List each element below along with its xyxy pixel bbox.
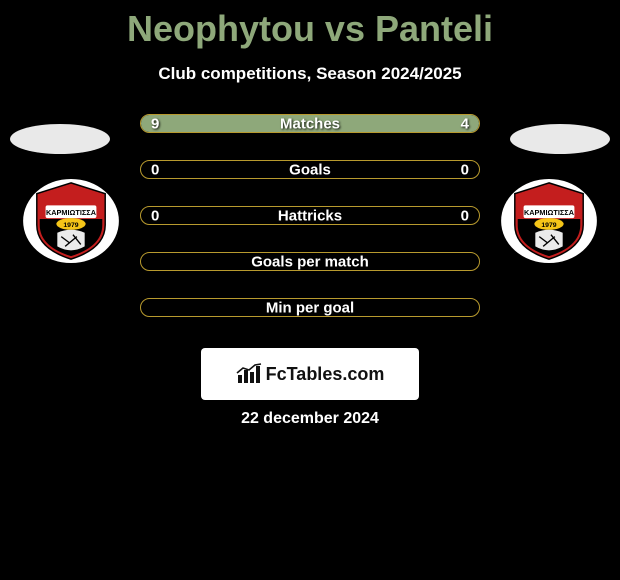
stat-value-right: 0 — [461, 207, 469, 224]
stat-label: Matches — [280, 115, 340, 132]
stat-value-left: 9 — [151, 115, 159, 132]
stat-label: Hattricks — [278, 207, 342, 224]
date-stamp: 22 december 2024 — [241, 410, 379, 428]
stat-value-left: 0 — [151, 207, 159, 224]
stat-bar: Min per goal — [140, 298, 480, 317]
stat-value-right: 4 — [461, 115, 469, 132]
stat-bar: Goals per match — [140, 252, 480, 271]
fctables-logo[interactable]: FcTables.com — [201, 348, 419, 400]
stat-bar: 0 0 Goals — [140, 160, 480, 179]
stat-label: Goals — [289, 161, 331, 178]
logo-text: FcTables.com — [266, 364, 385, 385]
stat-value-right: 0 — [461, 161, 469, 178]
subtitle: Club competitions, Season 2024/2025 — [0, 64, 620, 84]
stat-label: Goals per match — [251, 253, 369, 270]
stat-bar: 9 4 Matches — [140, 114, 480, 133]
stat-value-left: 0 — [151, 161, 159, 178]
stat-bar: 0 0 Hattricks — [140, 206, 480, 225]
bar-chart-icon — [236, 363, 262, 385]
comparison-bars: 9 4 Matches 0 0 Goals 0 0 Hattricks Goals per mat… — [0, 114, 620, 317]
stat-label: Min per goal — [266, 299, 354, 316]
page-title: Neophytou vs Panteli — [0, 0, 620, 50]
